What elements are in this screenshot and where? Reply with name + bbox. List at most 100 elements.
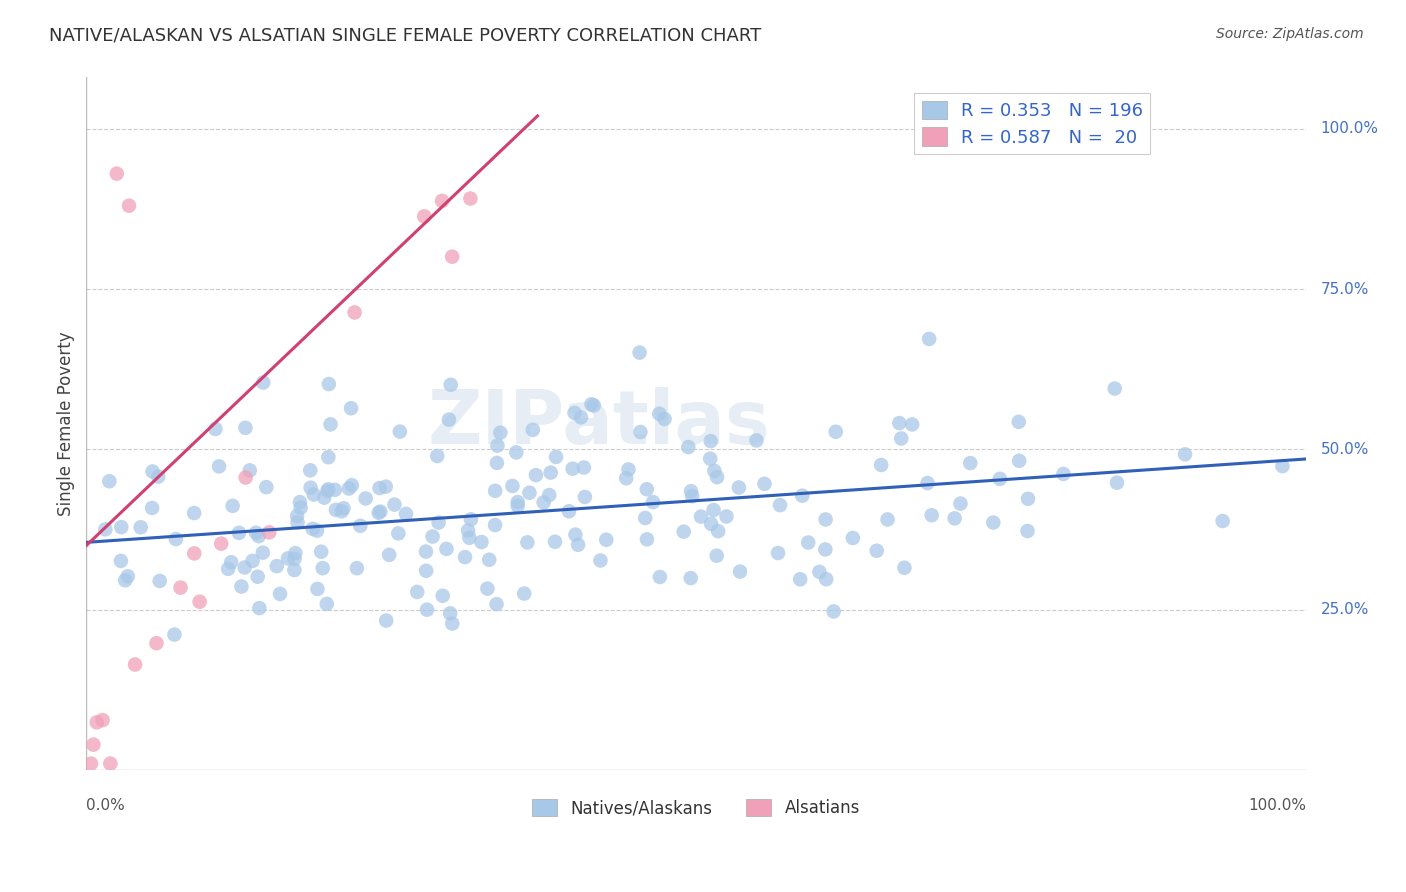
Point <box>231 580 253 594</box>
Text: NATIVE/ALASKAN VS ALSATIAN SINGLE FEMALE POVERTY CORRELATION CHART: NATIVE/ALASKAN VS ALSATIAN SINGLE FEMALE… <box>49 27 762 45</box>
Point <box>406 585 429 599</box>
Point <box>564 527 586 541</box>
Y-axis label: Single Female Poverty: Single Female Poverty <box>58 332 75 516</box>
Point <box>574 490 596 504</box>
Point <box>589 553 612 567</box>
Point <box>572 460 595 475</box>
Point <box>349 518 371 533</box>
Point <box>209 536 232 550</box>
Point <box>219 555 242 569</box>
Point <box>426 449 449 463</box>
Point <box>706 470 728 484</box>
Point <box>648 570 671 584</box>
Point <box>80 756 103 771</box>
Point <box>415 564 437 578</box>
Point <box>312 561 335 575</box>
Point <box>870 458 893 472</box>
Point <box>641 495 664 509</box>
Point <box>305 524 328 538</box>
Point <box>814 512 837 526</box>
Point <box>1271 459 1294 474</box>
Point <box>699 434 721 449</box>
Point <box>146 469 169 483</box>
Point <box>889 416 911 430</box>
Point <box>703 464 725 478</box>
Point <box>242 554 264 568</box>
Point <box>581 397 603 411</box>
Point <box>678 440 700 454</box>
Point <box>188 595 211 609</box>
Point <box>815 572 838 586</box>
Point <box>422 529 444 543</box>
Point <box>513 586 536 600</box>
Point <box>501 479 523 493</box>
Point <box>415 544 437 558</box>
Point <box>672 524 695 539</box>
Point <box>454 550 477 565</box>
Point <box>1052 467 1074 481</box>
Point <box>824 425 846 439</box>
Text: 100.0%: 100.0% <box>1320 121 1378 136</box>
Point <box>252 376 274 390</box>
Legend: Natives/Alaskans, Alsatians: Natives/Alaskans, Alsatians <box>526 792 866 824</box>
Text: 50.0%: 50.0% <box>1320 442 1369 457</box>
Text: ZIPatlas: ZIPatlas <box>427 387 770 460</box>
Point <box>367 506 389 520</box>
Point <box>302 487 325 501</box>
Point <box>217 562 239 576</box>
Point <box>247 529 270 543</box>
Point <box>395 507 418 521</box>
Point <box>284 546 307 560</box>
Point <box>506 495 529 509</box>
Point <box>943 511 966 525</box>
Point <box>769 498 792 512</box>
Point <box>340 401 363 416</box>
Point <box>427 516 450 530</box>
Point <box>506 499 529 513</box>
Point <box>374 480 396 494</box>
Point <box>368 481 391 495</box>
Point <box>436 541 458 556</box>
Point <box>516 535 538 549</box>
Point <box>149 574 172 588</box>
Point <box>235 470 257 484</box>
Point <box>505 445 527 459</box>
Point <box>595 533 617 547</box>
Point <box>558 504 581 518</box>
Point <box>315 597 337 611</box>
Point <box>959 456 981 470</box>
Point <box>540 466 562 480</box>
Text: 75.0%: 75.0% <box>1320 282 1369 296</box>
Point <box>988 472 1011 486</box>
Point <box>245 525 267 540</box>
Point <box>283 563 305 577</box>
Point <box>233 560 256 574</box>
Point <box>981 516 1004 530</box>
Point <box>716 509 738 524</box>
Point <box>354 491 377 506</box>
Point <box>114 574 136 588</box>
Text: 25.0%: 25.0% <box>1320 602 1369 617</box>
Point <box>141 500 163 515</box>
Point <box>582 399 605 413</box>
Point <box>700 516 723 531</box>
Point <box>538 488 561 502</box>
Point <box>533 495 555 509</box>
Point <box>486 439 509 453</box>
Point <box>165 532 187 546</box>
Point <box>617 462 640 476</box>
Point <box>337 482 360 496</box>
Point <box>94 522 117 536</box>
Point <box>370 505 392 519</box>
Point <box>257 525 280 540</box>
Point <box>340 478 363 492</box>
Point <box>893 560 915 574</box>
Point <box>440 377 463 392</box>
Point <box>808 565 831 579</box>
Point <box>413 210 436 224</box>
Point <box>648 407 671 421</box>
Point <box>681 484 703 499</box>
Point <box>567 538 589 552</box>
Point <box>105 167 128 181</box>
Point <box>1008 454 1031 468</box>
